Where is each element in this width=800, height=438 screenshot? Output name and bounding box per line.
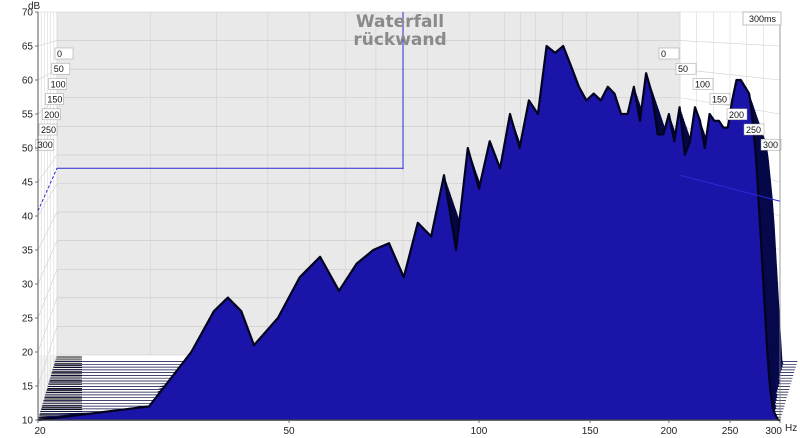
time-left-label-0: 0 <box>57 49 62 59</box>
time-left-box-3 <box>45 93 64 105</box>
y-tick-label-3: 25 <box>22 314 34 325</box>
time-left-label-5: 250 <box>41 125 56 135</box>
time-axis-max-box: 300ms <box>742 11 782 26</box>
time-right-label-0: 0 <box>661 49 666 59</box>
time-axis-labels-left: 0 50 100 150 200 250 300 <box>35 47 74 151</box>
y-unit-label: dB <box>28 1 41 12</box>
time-right-box-3 <box>709 93 731 105</box>
time-left-box-1 <box>51 62 71 75</box>
x-unit-label: Hz <box>785 423 797 434</box>
time-right-box-4 <box>726 108 748 121</box>
time-right-box-6 <box>760 138 782 151</box>
x-axis-tick-labels: 20 50 100 150 200 250 300 <box>34 420 782 437</box>
waterfall-slices <box>37 44 798 422</box>
y-tick-label-9: 55 <box>22 110 34 121</box>
x-tick-label-4: 200 <box>661 426 678 437</box>
y-tick-label-4: 30 <box>22 280 34 291</box>
y-tick-label-12: 70 <box>22 8 34 19</box>
y-tick-label-10: 60 <box>22 76 34 87</box>
x-tick-label-0: 20 <box>34 426 46 437</box>
y-tick-label-1: 15 <box>22 382 34 393</box>
time-left-box-4 <box>41 108 61 121</box>
y-tick-label-2: 20 <box>22 348 34 359</box>
time-right-label-1: 50 <box>678 64 688 74</box>
cursor-depth-left <box>37 168 58 212</box>
time-axis-max-label: 300ms <box>749 14 777 24</box>
time-left-label-4: 200 <box>44 110 59 120</box>
y-tick-label-11: 65 <box>22 42 34 53</box>
time-left-box-2 <box>48 78 67 90</box>
time-left-box-0 <box>54 47 74 60</box>
y-tick-label-5: 35 <box>22 246 34 257</box>
x-tick-label-5: 250 <box>722 426 739 437</box>
x-tick-label-1: 50 <box>283 426 295 437</box>
front-slice-outline <box>37 44 780 422</box>
x-tick-label-3: 150 <box>582 426 599 437</box>
x-tick-label-2: 100 <box>471 426 488 437</box>
y-tick-label-8: 50 <box>22 144 34 155</box>
time-left-box-6 <box>35 138 55 151</box>
time-right-label-3: 150 <box>712 95 727 105</box>
time-right-label-4: 200 <box>729 110 744 120</box>
time-right-box-5 <box>743 123 765 136</box>
time-left-label-6: 300 <box>38 140 53 150</box>
time-right-label-5: 250 <box>746 125 761 135</box>
time-right-label-2: 100 <box>695 79 710 89</box>
time-right-label-6: 300 <box>763 140 778 150</box>
time-left-label-3: 150 <box>47 95 62 105</box>
y-tick-label-0: 10 <box>22 416 34 427</box>
time-right-box-2 <box>692 78 714 90</box>
y-tick-label-7: 45 <box>22 178 34 189</box>
time-left-box-5 <box>38 123 58 136</box>
time-left-label-2: 100 <box>51 79 66 89</box>
chart-title: Waterfall <box>356 12 444 32</box>
time-left-label-1: 50 <box>54 64 64 74</box>
cursor-depth-right <box>679 174 781 202</box>
chart-subtitle: rückwand <box>353 30 446 50</box>
cursor-crosshair <box>37 12 781 212</box>
time-right-box-0 <box>658 47 680 60</box>
y-tick-label-6: 40 <box>22 212 34 223</box>
x-tick-label-6: 300 <box>765 426 782 437</box>
y-axis-tick-labels: 10 15 20 25 30 35 40 45 50 55 60 65 70 <box>22 8 38 427</box>
time-right-box-1 <box>675 62 697 75</box>
